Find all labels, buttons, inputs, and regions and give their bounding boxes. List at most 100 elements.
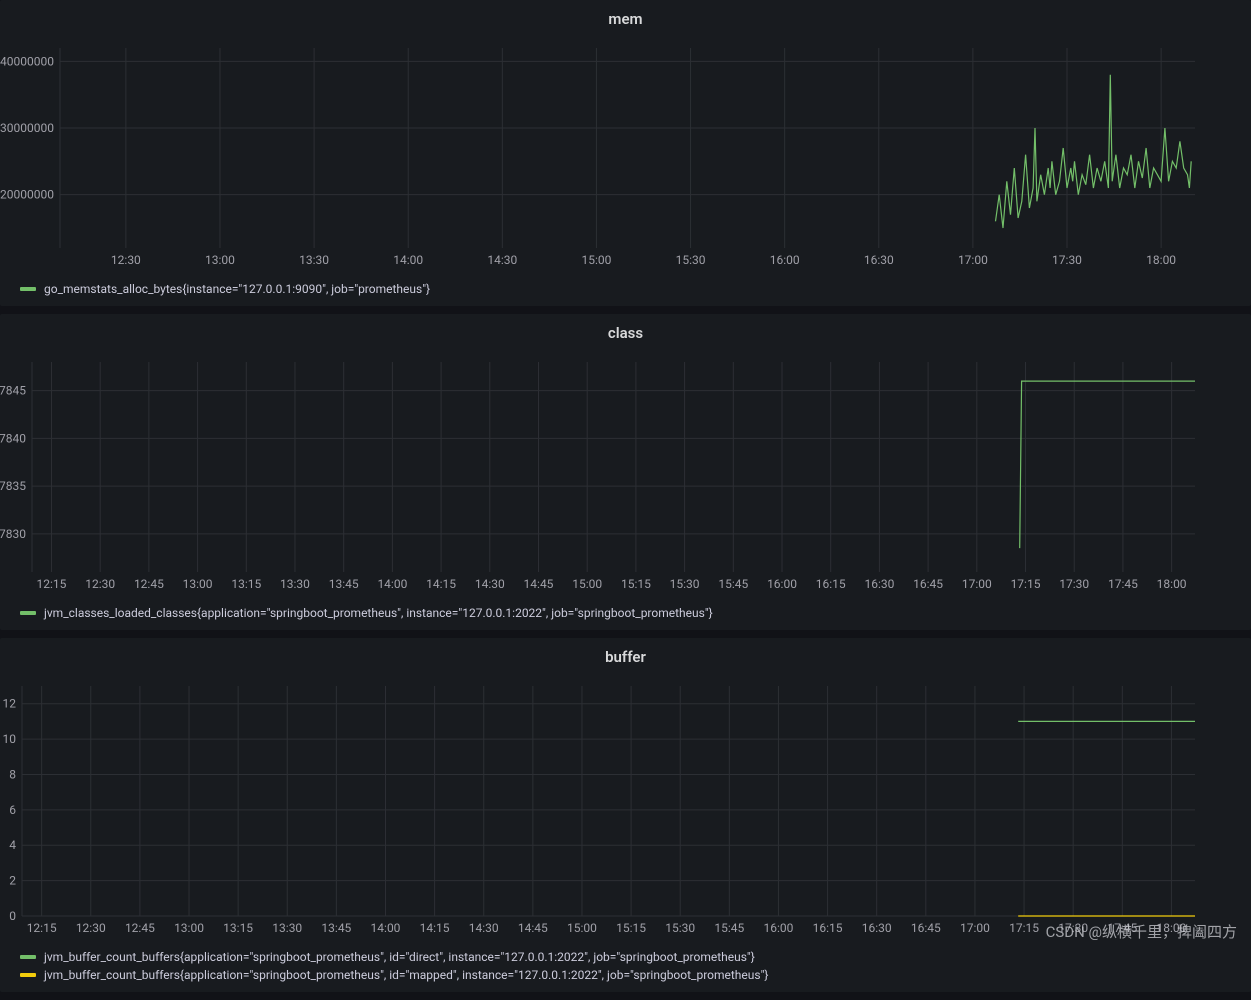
x-tick-label: 15:30 [670, 577, 700, 591]
x-tick-label: 17:00 [962, 577, 992, 591]
x-tick-label: 14:00 [377, 577, 407, 591]
chart-svg: 7830 7835 7840 7845 12:15 12:30 12:45 13:00 13:1… [0, 348, 1225, 596]
x-tick-label: 16:00 [764, 921, 794, 935]
x-tick-label: 13:00 [205, 253, 235, 267]
x-tick-label: 17:30 [1059, 577, 1089, 591]
x-tick-label: 13:30 [280, 577, 310, 591]
panel-title: class [0, 314, 1251, 348]
legend-label: jvm_classes_loaded_classes{application="… [44, 606, 713, 620]
x-tick-label: 16:30 [864, 253, 894, 267]
x-tick-label: 16:00 [770, 253, 800, 267]
panel-title: mem [0, 0, 1251, 34]
x-tick-label: 14:45 [518, 921, 548, 935]
x-tick-label: 12:30 [85, 577, 115, 591]
x-tick-label: 15:00 [567, 921, 597, 935]
chart-buffer[interactable]: 02468101212:1512:3012:4513:0013:1513:301… [0, 672, 1251, 944]
x-tick-label: 15:15 [616, 921, 646, 935]
y-tick-label: 7835 [0, 479, 26, 493]
x-tick-label: 16:45 [911, 921, 941, 935]
y-tick-label: 2 [9, 874, 16, 888]
series-line-0 [1020, 381, 1195, 548]
legend-item[interactable]: jvm_buffer_count_buffers{application="sp… [20, 966, 1251, 984]
x-tick-label: 15:30 [665, 921, 695, 935]
legend-label: go_memstats_alloc_bytes{instance="127.0.… [44, 282, 430, 296]
x-tick-label: 13:00 [183, 577, 213, 591]
x-tick-label: 15:00 [581, 253, 611, 267]
x-tick-label: 14:45 [524, 577, 554, 591]
y-tick-label: 6 [9, 803, 16, 817]
x-tick-label: 14:15 [420, 921, 450, 935]
legend-label: jvm_buffer_count_buffers{application="sp… [44, 950, 755, 964]
x-tick-label: 16:00 [767, 577, 797, 591]
legend-swatch [20, 973, 36, 977]
legend-item[interactable]: go_memstats_alloc_bytes{instance="127.0.… [20, 280, 1251, 298]
y-tick-label: 4 [9, 838, 16, 852]
panel-title: buffer [0, 638, 1251, 672]
x-tick-label: 12:45 [125, 921, 155, 935]
panel-mem: mem20000000300000004000000012:3013:0013:… [0, 0, 1251, 306]
x-tick-label: 16:15 [813, 921, 843, 935]
x-tick-label: 17:00 [958, 253, 988, 267]
y-tick-label: 7845 [0, 384, 26, 398]
x-tick-label: 16:45 [913, 577, 943, 591]
series-line-0 [996, 75, 1192, 228]
x-tick-label: 14:30 [487, 253, 517, 267]
x-tick-label: 12:45 [134, 577, 164, 591]
x-tick-label: 12:15 [37, 577, 67, 591]
x-tick-label: 13:15 [223, 921, 253, 935]
y-tick-label: 40000000 [0, 54, 54, 68]
panel-buffer: buffer02468101212:1512:3012:4513:0013:15… [0, 638, 1251, 992]
legend-swatch [20, 955, 36, 959]
x-tick-label: 13:30 [299, 253, 329, 267]
x-tick-label: 15:15 [621, 577, 651, 591]
legend-swatch [20, 611, 36, 615]
x-tick-label: 14:30 [475, 577, 505, 591]
y-tick-label: 30000000 [0, 121, 54, 135]
panel-class: class 7830 7835 7840 7845 12:15 12:30 12:45 13:0… [0, 314, 1251, 630]
y-tick-label: 7840 [0, 431, 26, 445]
y-tick-label: 7830 [0, 527, 26, 541]
x-tick-label: 14:00 [371, 921, 401, 935]
x-tick-label: 17:45 [1107, 921, 1137, 935]
x-tick-label: 18:00 [1156, 921, 1186, 935]
x-tick-label: 17:45 [1108, 577, 1138, 591]
x-tick-label: 14:30 [469, 921, 499, 935]
x-tick-label: 12:30 [111, 253, 141, 267]
x-tick-label: 13:45 [321, 921, 351, 935]
x-tick-label: 15:45 [714, 921, 744, 935]
x-tick-label: 13:45 [329, 577, 359, 591]
legend-swatch [20, 287, 36, 291]
x-tick-label: 16:15 [816, 577, 846, 591]
x-tick-label: 14:00 [393, 253, 423, 267]
chart-mem[interactable]: 20000000300000004000000012:3013:0013:301… [0, 34, 1251, 276]
x-tick-label: 17:00 [960, 921, 990, 935]
x-tick-label: 16:30 [864, 577, 894, 591]
x-tick-label: 17:30 [1058, 921, 1088, 935]
chart-svg: 20000000300000004000000012:3013:0013:301… [0, 34, 1225, 272]
y-tick-label: 0 [9, 909, 16, 923]
x-tick-label: 16:30 [862, 921, 892, 935]
legend: jvm_buffer_count_buffers{application="sp… [0, 944, 1251, 992]
x-tick-label: 17:15 [1009, 921, 1039, 935]
legend-item[interactable]: jvm_buffer_count_buffers{application="sp… [20, 948, 1251, 966]
x-tick-label: 15:30 [676, 253, 706, 267]
x-tick-label: 12:30 [76, 921, 106, 935]
x-tick-label: 18:00 [1157, 577, 1187, 591]
legend: go_memstats_alloc_bytes{instance="127.0.… [0, 276, 1251, 306]
x-tick-label: 13:30 [272, 921, 302, 935]
legend: jvm_classes_loaded_classes{application="… [0, 600, 1251, 630]
y-tick-label: 8 [9, 767, 16, 781]
x-tick-label: 15:45 [718, 577, 748, 591]
x-tick-label: 15:00 [572, 577, 602, 591]
x-tick-label: 12:15 [27, 921, 57, 935]
x-tick-label: 14:15 [426, 577, 456, 591]
x-tick-label: 13:15 [231, 577, 261, 591]
x-tick-label: 17:15 [1011, 577, 1041, 591]
x-tick-label: 17:30 [1052, 253, 1082, 267]
chart-class[interactable]: 7830 7835 7840 7845 12:15 12:30 12:45 13:00 13:1… [0, 348, 1251, 600]
x-tick-label: 13:00 [174, 921, 204, 935]
legend-item[interactable]: jvm_classes_loaded_classes{application="… [20, 604, 1251, 622]
legend-label: jvm_buffer_count_buffers{application="sp… [44, 968, 769, 982]
chart-svg: 02468101212:1512:3012:4513:0013:1513:301… [0, 672, 1225, 940]
y-tick-label: 12 [3, 697, 17, 711]
